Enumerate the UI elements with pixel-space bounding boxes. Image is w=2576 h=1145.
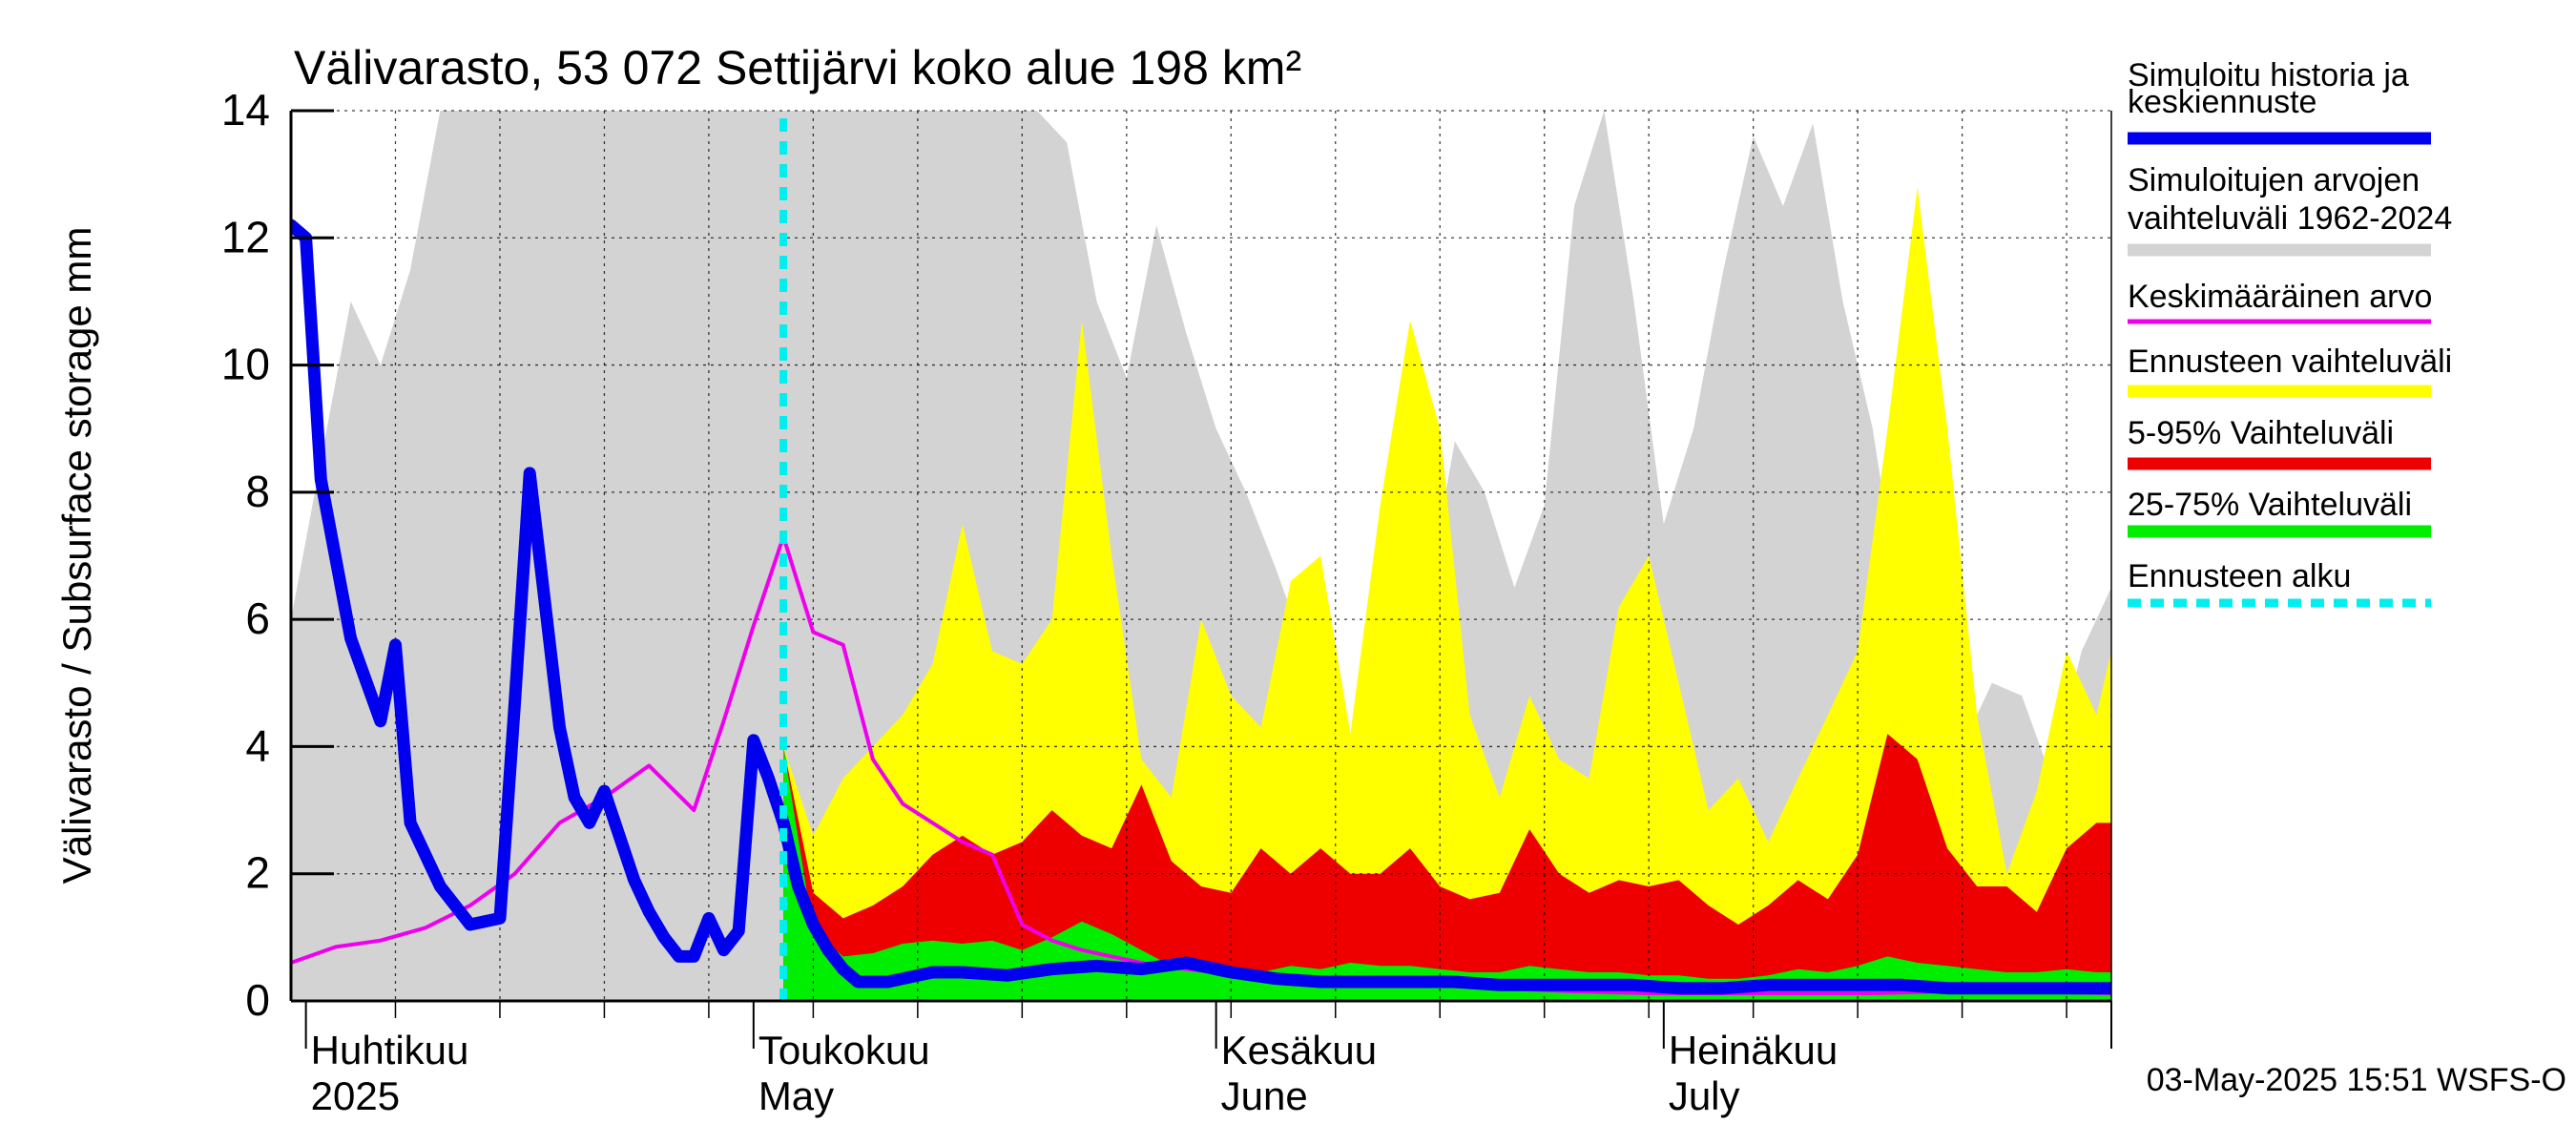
y-tick-label: 0 xyxy=(245,975,270,1025)
legend-label: 5-95% Vaihteluväli xyxy=(2128,415,2394,451)
y-tick-label: 14 xyxy=(221,85,270,135)
month-label-fi: Heinäkuu xyxy=(1669,1028,1838,1072)
band-series-2 xyxy=(783,734,2111,1001)
legend-label: vaihteluväli 1962-2024 xyxy=(2128,200,2452,237)
y-axis-label: Välivarasto / Subsurface storage mm xyxy=(54,227,99,885)
chart-title: Välivarasto, 53 072 Settijärvi koko alue… xyxy=(294,41,1301,94)
y-tick-label: 6 xyxy=(245,593,270,643)
legend-label: 25-75% Vaihteluväli xyxy=(2128,487,2412,523)
grid-layer xyxy=(291,110,2111,1001)
legend-label: Keskimääräinen arvo xyxy=(2128,279,2432,315)
band-series-1 xyxy=(783,187,2111,1001)
legend-label: Simuloitu historia ja xyxy=(2128,57,2409,94)
month-label-en: May xyxy=(758,1073,834,1118)
legend-label: keskiennuste xyxy=(2128,84,2316,120)
month-label-fi: Toukokuu xyxy=(758,1028,930,1072)
line-series-5 xyxy=(291,219,2111,995)
legend-label: Ennusteen vaihteluväli xyxy=(2128,344,2452,380)
y-tick-label: 10 xyxy=(221,340,270,389)
line-series-4 xyxy=(291,534,2111,995)
month-label-en: 2025 xyxy=(311,1073,400,1118)
lines-layer xyxy=(291,118,2111,1001)
month-label-fi: Kesäkuu xyxy=(1221,1028,1377,1072)
band-series-3 xyxy=(783,746,2111,1001)
y-tick-label: 4 xyxy=(245,720,270,770)
footer-timestamp: 03-May-2025 15:51 WSFS-O xyxy=(2147,1062,2566,1098)
y-tick-label: 8 xyxy=(245,467,270,516)
month-label-en: June xyxy=(1221,1073,1308,1118)
legend-label: Simuloitujen arvojen xyxy=(2128,162,2420,198)
month-label-fi: Huhtikuu xyxy=(311,1028,469,1072)
month-label-en: July xyxy=(1669,1073,1740,1118)
legend-label: Ennusteen alku xyxy=(2128,558,2351,594)
y-tick-label: 2 xyxy=(245,848,270,898)
y-tick-label: 12 xyxy=(221,212,270,261)
